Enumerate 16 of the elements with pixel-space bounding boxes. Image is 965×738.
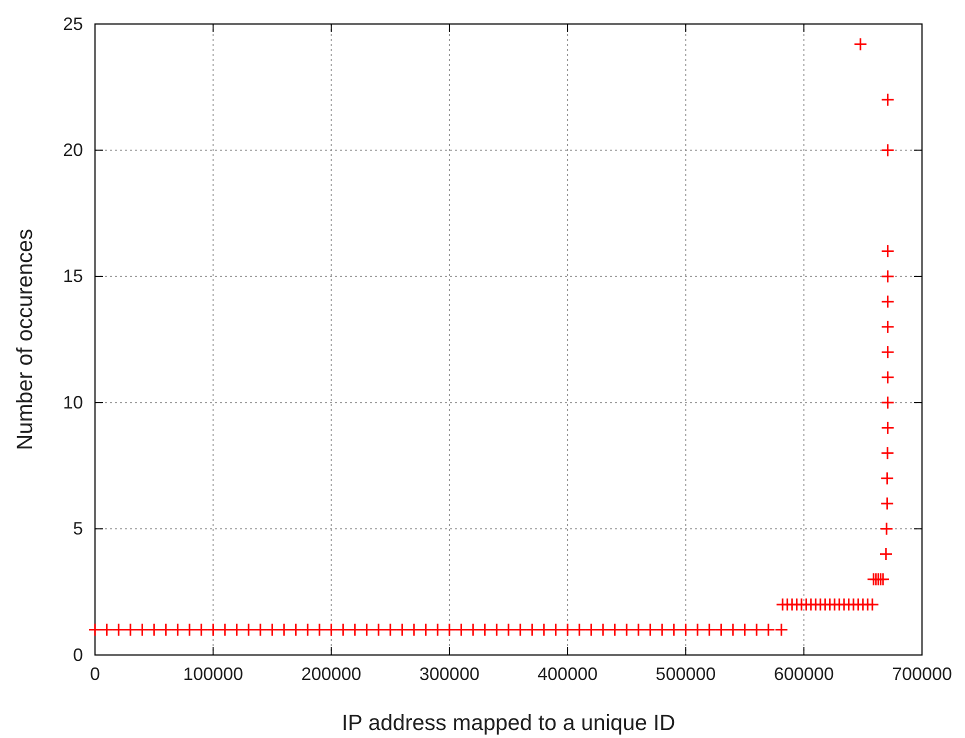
x-tick-label: 100000 <box>183 664 244 684</box>
y-tick-label: 15 <box>62 266 83 286</box>
y-axis-title: Number of occurences <box>12 228 37 450</box>
y-tick-label: 5 <box>72 518 83 539</box>
x-tick-label: 500000 <box>656 664 716 684</box>
x-axis-title: IP address mapped to a unique ID <box>342 710 676 735</box>
x-tick-label: 400000 <box>538 664 598 684</box>
y-tick-label: 25 <box>62 14 83 34</box>
x-tick-label: 700000 <box>892 664 952 684</box>
x-tick-label: 0 <box>90 664 100 684</box>
y-tick-label: 20 <box>62 140 83 160</box>
x-tick-label: 200000 <box>301 664 362 684</box>
x-tick-label: 600000 <box>774 664 834 684</box>
x-tick-label: 300000 <box>419 664 480 684</box>
y-tick-label: 10 <box>62 392 83 412</box>
y-tick-label: 0 <box>72 644 83 665</box>
